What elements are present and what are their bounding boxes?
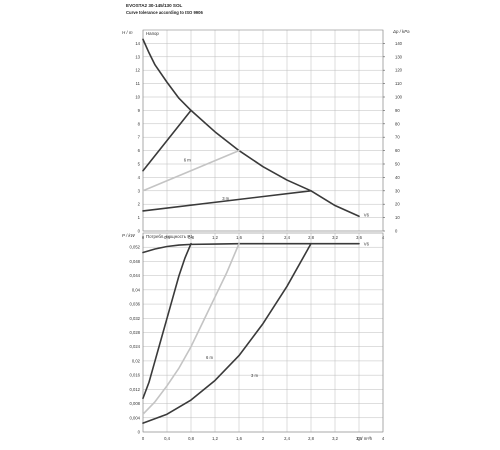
y2-tick-label: 10	[395, 215, 400, 220]
chart-title: EVOSTA2 30-145/130 SOL	[126, 3, 183, 8]
series-line-6-m	[142, 149, 240, 192]
x-tick-label: 2	[262, 235, 265, 240]
y2-tick-label: 130	[395, 54, 403, 59]
plot-frame	[142, 29, 384, 232]
power-panel: 0 0,004 0,008 0,012 0,016 0,02 0,024 0,028 0,032…	[122, 232, 385, 441]
y2-tick-label: 120	[395, 68, 403, 73]
y-tick-label: 2	[138, 202, 141, 207]
y-tick-label: 5	[138, 162, 141, 167]
y-tick-label: 0	[138, 430, 141, 435]
x-tick-label: 0,4	[164, 235, 170, 240]
y-tick-label: 0,016	[130, 373, 141, 378]
x-tick-label: 0,4	[164, 436, 170, 441]
y2-tick-label: 140	[395, 41, 403, 46]
x-tick-label: 3,2	[332, 436, 338, 441]
y-tick-label: 9	[138, 108, 141, 113]
panel-label: Напор	[146, 31, 159, 36]
x-tick-label: 0	[142, 436, 145, 441]
y-axis-label: P / kW	[122, 233, 136, 238]
x-tick-label: 2,8	[308, 235, 314, 240]
curve-label: V6	[364, 212, 370, 217]
series-line-3-m	[142, 242, 312, 424]
head-panel: 0123456789101112131400,40,81,21,622,42,8…	[122, 29, 410, 240]
x-tick-label: 1,2	[212, 235, 218, 240]
x-tick-label: 2,4	[284, 235, 290, 240]
plot-frame	[142, 232, 384, 433]
y-tick-label: 0,048	[130, 259, 141, 264]
y2-tick-label: 30	[395, 188, 400, 193]
y-tick-label: 0,052	[130, 245, 141, 250]
y-tick-label: 6	[138, 148, 141, 153]
y2-tick-label: 0	[395, 229, 398, 234]
y-tick-label: 10	[135, 95, 140, 100]
curve-label: V6	[364, 241, 370, 246]
curve-label: 3 m	[222, 196, 229, 201]
x-tick-label: 3,6	[356, 436, 362, 441]
panel-label: Потребл. мощность P1	[146, 234, 193, 239]
y-tick-label: 0,032	[130, 316, 141, 321]
x-tick-label: 4	[382, 235, 385, 240]
chart-subtitle: Curve tolerance according to ISO 9906	[126, 10, 203, 15]
x-tick-label: 3,6	[356, 235, 362, 240]
series-line-3-m	[142, 190, 312, 212]
y2-tick-label: 40	[395, 175, 400, 180]
y-tick-label: 1	[138, 215, 141, 220]
series-line-v6	[142, 38, 360, 218]
y-tick-label: 0,008	[130, 401, 141, 406]
x-tick-label: 1,6	[236, 235, 242, 240]
y-tick-label: 0,028	[130, 330, 141, 335]
x-tick-label: 1,2	[212, 436, 218, 441]
y-tick-label: 14	[135, 41, 140, 46]
y-tick-label: 11	[136, 81, 141, 86]
x-tick-label: 0	[142, 235, 145, 240]
curve-label: 6 m	[184, 157, 191, 162]
y-tick-label: 0,044	[130, 273, 141, 278]
y2-tick-label: 20	[395, 202, 400, 207]
curve-label: 3 m	[251, 373, 258, 378]
x-tick-label: 2,8	[308, 436, 314, 441]
y2-tick-label: 70	[395, 135, 400, 140]
x-tick-label: 2	[262, 436, 265, 441]
y2-tick-label: 80	[395, 121, 400, 126]
series-line-6-m	[142, 242, 240, 416]
y-tick-label: 13	[135, 54, 140, 59]
y-tick-label: 3	[138, 188, 141, 193]
y-tick-label: 0,02	[132, 358, 141, 363]
y-tick-label: 0,012	[130, 387, 141, 392]
y2-tick-label: 110	[395, 81, 402, 86]
x-tick-label: 2,4	[284, 436, 290, 441]
y-axis-label: H / m	[122, 30, 133, 35]
y-tick-label: 0,004	[130, 415, 141, 420]
x-tick-label: 3,2	[332, 235, 338, 240]
y-tick-label: 0	[138, 229, 141, 234]
x-axis-label: Q / m³/h	[357, 436, 373, 441]
x-tick-label: 0,8	[188, 235, 194, 240]
y2-tick-label: 60	[395, 148, 400, 153]
y-tick-label: 4	[138, 175, 141, 180]
series-line-limit-1	[142, 109, 192, 172]
series-line-limit-1	[142, 242, 192, 400]
y-tick-label: 7	[138, 135, 141, 140]
x-tick-label: 0,8	[188, 436, 194, 441]
y-tick-label: 0,04	[132, 287, 141, 292]
y-tick-label: 0,036	[130, 302, 141, 307]
curve-label: 6 m	[206, 355, 213, 360]
y-tick-label: 0,024	[130, 344, 141, 349]
y2-tick-label: 50	[395, 162, 400, 167]
series-line-v6	[142, 242, 360, 254]
y2-tick-label: 100	[395, 95, 403, 100]
y2-tick-label: 90	[395, 108, 400, 113]
x-tick-label: 4	[382, 436, 385, 441]
y-tick-label: 8	[138, 121, 141, 126]
x-tick-label: 1,6	[236, 436, 242, 441]
y2-axis-label: Δp / kPa	[392, 29, 410, 34]
y-tick-label: 12	[135, 68, 140, 73]
